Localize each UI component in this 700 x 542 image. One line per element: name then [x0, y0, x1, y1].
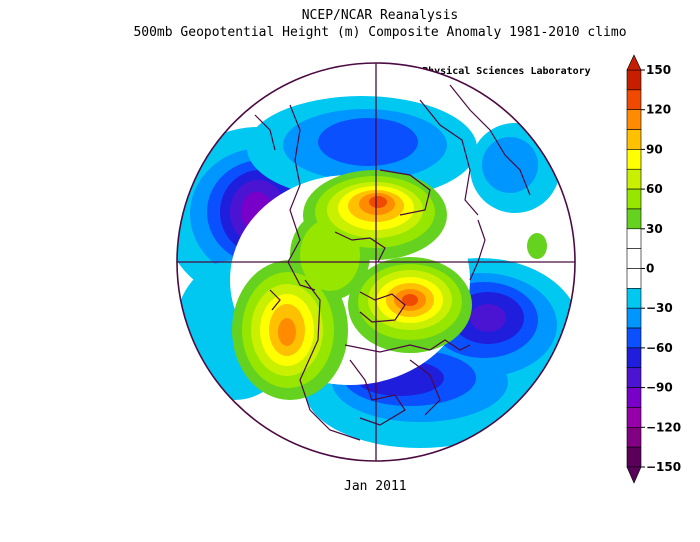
coastlines — [254, 84, 531, 441]
colorbar-bin — [626, 149, 642, 170]
colorbar-bin — [626, 228, 642, 249]
colorbar-tick-label: 0 — [646, 262, 654, 276]
colorbar-bin — [626, 426, 642, 448]
credit-label: NOAA Physical Sciences Laboratory — [392, 66, 591, 77]
positive-anomaly-complex — [232, 170, 472, 400]
colorbar-bin — [626, 129, 642, 150]
colorbar-bin — [626, 367, 642, 388]
colorbar-tick-label: −150 — [646, 460, 681, 474]
small-positive-anomaly — [527, 233, 547, 259]
colorbar-tick-label: −120 — [646, 420, 681, 434]
colorbar-tick-label: −60 — [646, 341, 673, 355]
colorbar-bin — [626, 168, 642, 190]
colorbar-bin — [626, 347, 642, 369]
colorbar-bin — [626, 69, 642, 91]
colorbar-bin — [626, 407, 642, 428]
colorbar-under-arrow — [626, 466, 642, 484]
chart-title: NCEP/NCAR Reanalysis — [301, 8, 459, 23]
colorbar-tick-label: −30 — [646, 301, 673, 315]
map-boundary — [176, 62, 576, 462]
siberia-negative-anomaly — [247, 96, 477, 200]
colorbar-bin — [626, 89, 642, 110]
colorbar-bin — [626, 208, 642, 230]
colorbar-tick-label: 120 — [646, 103, 671, 117]
colorbar-tick-label: 30 — [646, 222, 663, 236]
colorbar-bin — [626, 288, 642, 309]
colorbar-tick-label: 150 — [646, 63, 671, 77]
colorbar-tick-label: 90 — [646, 142, 663, 156]
colorbar-bins — [626, 69, 642, 468]
colorbar-tick-label: −90 — [646, 381, 673, 395]
colorbar-bin — [626, 327, 642, 349]
colorbar-bin — [626, 248, 642, 269]
chart-subtitle: 500mb Geopotential Height (m) Composite … — [133, 25, 627, 40]
colorbar-tick-label: 60 — [646, 182, 663, 196]
colorbar-bin — [626, 307, 642, 329]
colorbar-bin — [626, 387, 642, 408]
colorbar-bin — [626, 188, 642, 210]
colorbar-bin — [626, 109, 642, 130]
period-label: Jan 2011 — [344, 479, 407, 494]
colorbar-tick-labels: 150 120 90 60 30 0 −30 −60 −90 −120 −150 — [641, 63, 681, 474]
colorbar-bin — [626, 268, 642, 289]
colorbar-bin — [626, 446, 642, 468]
colorbar-over-arrow — [626, 54, 642, 71]
